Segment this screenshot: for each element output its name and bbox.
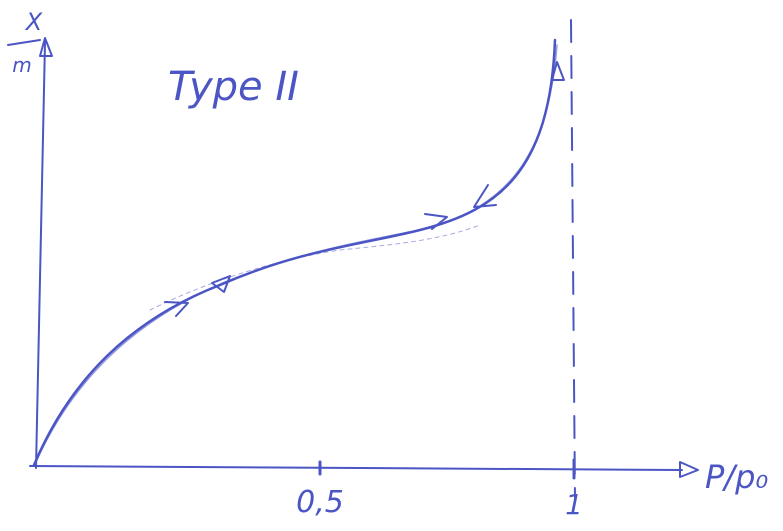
y-label-denominator: m bbox=[12, 53, 31, 77]
title: Type II bbox=[168, 64, 299, 110]
x-tick-label: 1 bbox=[565, 488, 583, 521]
diagram: X m Type II P/p₀ 0,5 1 bbox=[0, 0, 783, 531]
background bbox=[0, 0, 783, 531]
x-label: P/p₀ bbox=[705, 458, 768, 496]
y-label-numerator: X bbox=[24, 8, 43, 36]
x-tick-label: 0,5 bbox=[296, 485, 344, 520]
